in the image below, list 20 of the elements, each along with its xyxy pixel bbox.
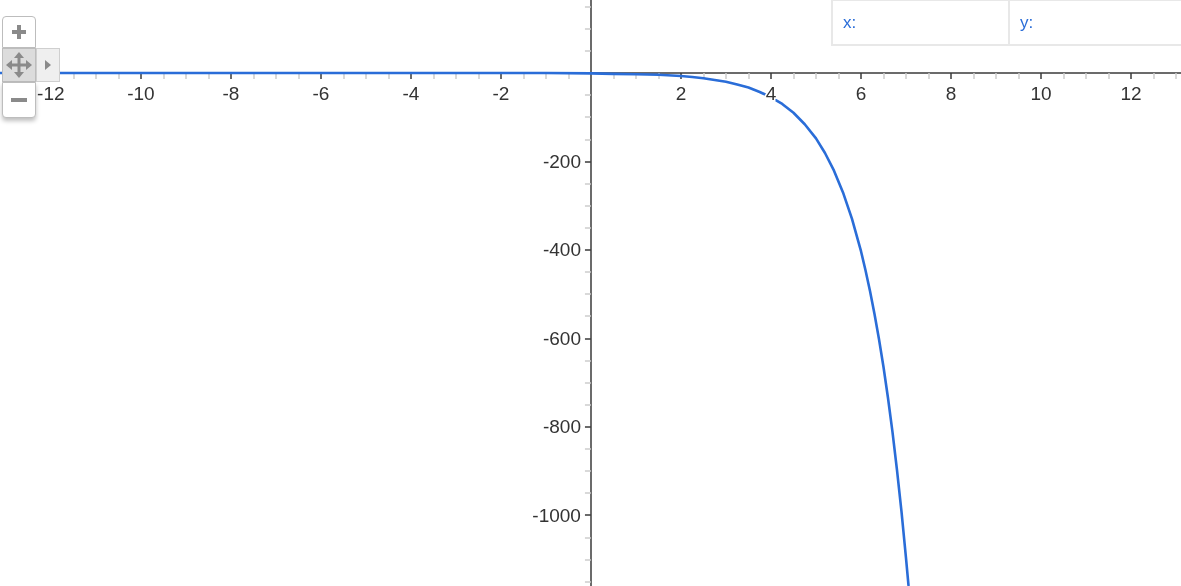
y-tick-label: -600	[542, 327, 581, 349]
x-tick-label: -4	[402, 82, 420, 104]
x-tick-label: -6	[312, 82, 330, 104]
x-tick-label: -12	[37, 82, 65, 104]
y-tick-label: -800	[542, 416, 581, 438]
readout-field: x:	[831, 0, 1010, 46]
x-tick-label: 8	[945, 82, 957, 104]
annotation: y:	[1020, 13, 1034, 33]
y-tick-label: -400	[542, 239, 581, 261]
annotation: x:	[843, 13, 857, 33]
readout-field: y:	[1010, 0, 1181, 46]
x-tick-label: -8	[222, 82, 240, 104]
x-tick-label: 12	[1120, 82, 1142, 104]
x-tick-label: -2	[492, 82, 510, 104]
x-tick-label: -10	[127, 82, 155, 104]
y-tick-label: -1000	[532, 504, 581, 526]
x-tick-label: 6	[855, 82, 867, 104]
y-tick-label: -200	[542, 150, 581, 172]
x-tick-label: 10	[1030, 82, 1052, 104]
x-tick-label: 2	[675, 82, 687, 104]
